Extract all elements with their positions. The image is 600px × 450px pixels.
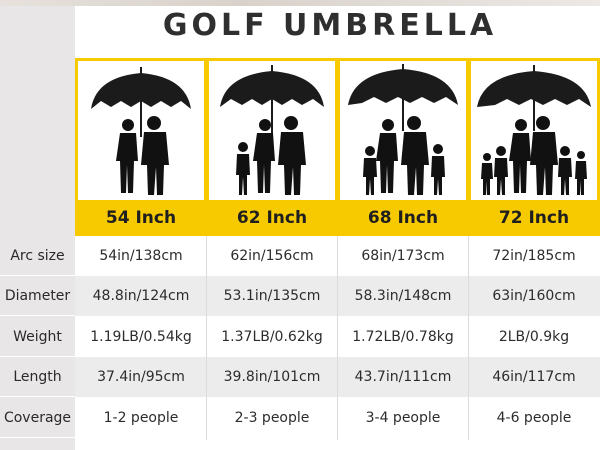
weight-72: 2LB/0.9kg <box>498 329 570 345</box>
diameter-54: 48.8in/124cm <box>92 288 190 304</box>
umbrella-two-people-icon <box>91 67 191 195</box>
column-68-inch: 68 Inch <box>337 58 469 236</box>
coverage-68: 3-4 people <box>365 410 441 426</box>
weight-68: 1.72LB/0.78kg <box>352 329 454 345</box>
column-divider <box>206 236 207 440</box>
size-label-68: 68 Inch <box>337 200 469 236</box>
arc-size-72: 72in/185cm <box>492 248 576 264</box>
diameter-72: 63in/160cm <box>492 288 576 304</box>
length-72: 46in/117cm <box>492 369 576 385</box>
size-label-72: 72 Inch <box>468 200 600 236</box>
umbrella-group-people-icon <box>477 65 591 195</box>
size-label-54: 54 Inch <box>75 200 207 236</box>
row-label-weight: Weight <box>0 317 75 357</box>
size-label-62: 62 Inch <box>206 200 338 236</box>
weight-62: 1.37LB/0.62kg <box>221 329 323 345</box>
umbrella-four-people-icon <box>348 64 458 195</box>
length-68: 43.7in/111cm <box>354 369 452 385</box>
column-divider <box>337 236 338 440</box>
arc-size-68: 68in/173cm <box>361 248 445 264</box>
row-label-panel <box>0 6 75 450</box>
coverage-54: 1-2 people <box>103 410 179 426</box>
row-label-diameter: Diameter <box>0 276 75 316</box>
page-title: GOLF UMBRELLA <box>162 8 498 43</box>
length-54: 37.4in/95cm <box>97 369 185 385</box>
diameter-68: 58.3in/148cm <box>354 288 452 304</box>
row-label-arc-size: Arc size <box>0 236 75 276</box>
column-divider <box>468 236 469 440</box>
column-62-inch: 62 Inch <box>206 58 338 236</box>
coverage-62: 2-3 people <box>234 410 310 426</box>
coverage-72: 4-6 people <box>496 410 572 426</box>
umbrella-three-people-icon <box>220 65 324 195</box>
arc-size-62: 62in/156cm <box>230 248 314 264</box>
length-62: 39.8in/101cm <box>223 369 321 385</box>
weight-54: 1.19LB/0.54kg <box>90 329 192 345</box>
arc-size-54: 54in/138cm <box>99 248 183 264</box>
row-label-length: Length <box>0 357 75 397</box>
column-54-inch: 54 Inch <box>75 58 207 236</box>
row-label-coverage: Coverage <box>0 398 75 438</box>
top-banner-strip <box>0 0 600 6</box>
diameter-62: 53.1in/135cm <box>223 288 321 304</box>
column-72-inch: 72 Inch <box>468 58 600 236</box>
